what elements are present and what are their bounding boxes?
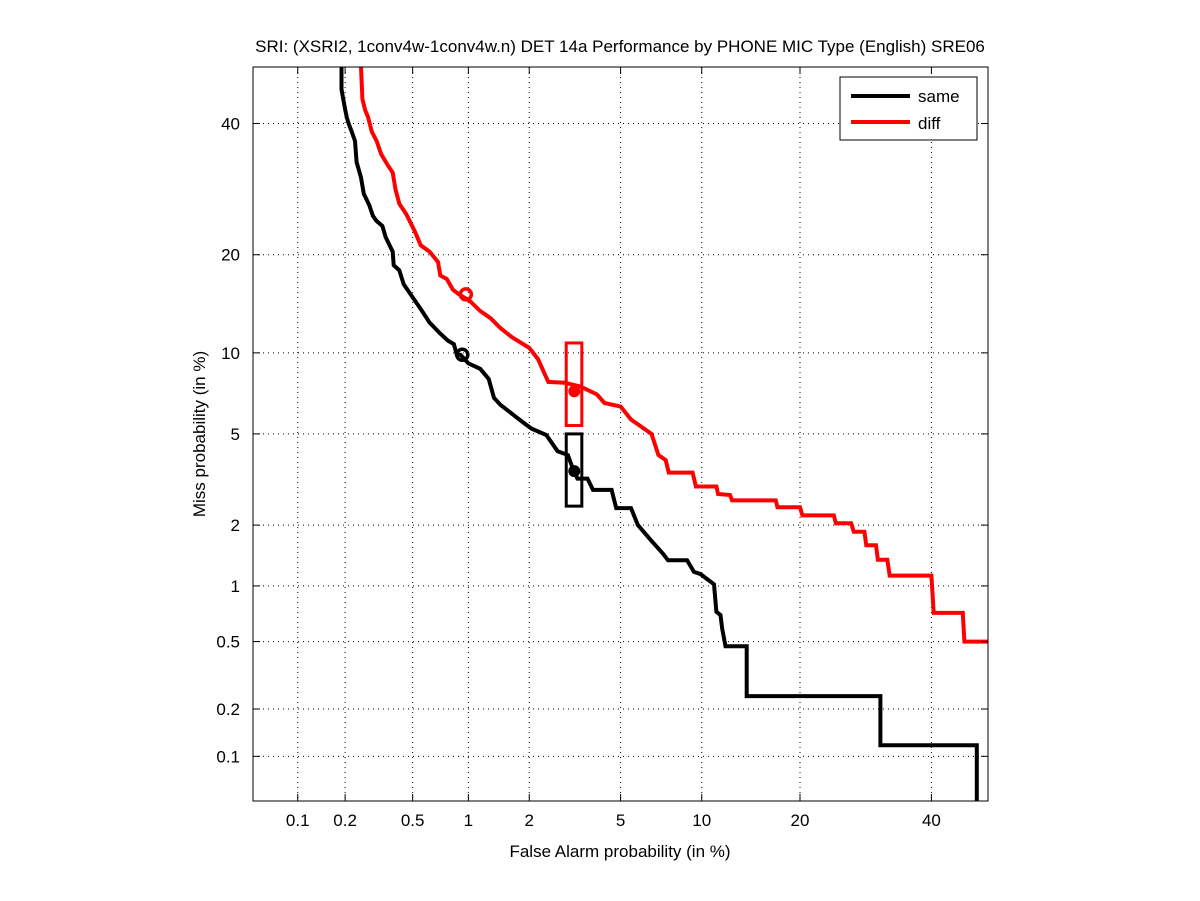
x-tick-label: 10 [692,811,711,830]
actual-dcf-marker-same [568,465,581,478]
series-line-diff [359,66,988,644]
confidence-box-diff [564,341,584,428]
y-tick-label: 0.5 [216,633,240,652]
y-tick-label: 0.2 [216,700,240,719]
y-tick-label: 2 [231,516,240,535]
legend-label-same: same [918,87,960,106]
y-tick-label: 5 [231,425,240,444]
x-tick-label: 5 [616,811,625,830]
legend: same diff [839,76,978,141]
y-tick-label: 1 [231,577,240,596]
series-line-same [339,67,979,801]
actual-dcf-marker-diff [568,385,581,398]
x-tick-label: 40 [922,811,941,830]
x-tick-label: 0.5 [401,811,425,830]
y-axis-title: Miss probability (in %) [190,351,209,517]
y-tick-label: 10 [221,344,240,363]
x-tick-label: 1 [464,811,473,830]
x-tick-label: 0.1 [286,811,310,830]
chart-title: SRI: (XSRI2, 1conv4w-1conv4w.n) DET 14a … [255,37,985,56]
min-dcf-marker-diff [458,287,474,302]
y-tick-label: 20 [221,246,240,265]
y-tick-label: 40 [221,115,240,134]
legend-box [839,76,978,141]
confidence-box-same [564,432,584,508]
x-tick-label: 0.2 [333,811,357,830]
x-axis-title: False Alarm probability (in %) [509,842,730,861]
x-tick-label: 2 [525,811,534,830]
legend-label-diff: diff [918,114,941,133]
series-layer [339,66,988,801]
x-tick-label: 20 [791,811,810,830]
ticks: 0.1 0.2 0.5 1 2 5 10 20 40 0.1 0.2 0.5 1 2 5 10 20 40 [216,67,988,830]
min-dcf-marker-same [455,347,470,363]
y-tick-label: 0.1 [216,747,240,766]
